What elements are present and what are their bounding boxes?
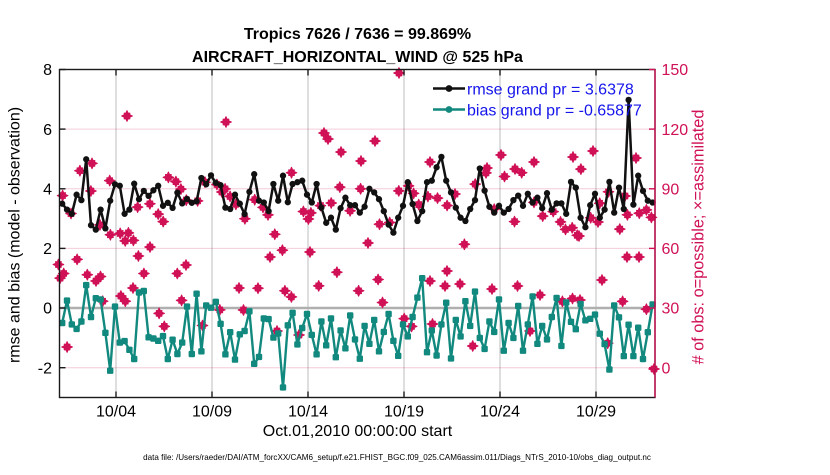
svg-text:0: 0 bbox=[43, 301, 52, 318]
svg-text:6: 6 bbox=[43, 122, 52, 139]
svg-text:0: 0 bbox=[662, 360, 671, 377]
svg-text:AIRCRAFT_HORIZONTAL_WIND @ 525: AIRCRAFT_HORIZONTAL_WIND @ 525 hPa bbox=[192, 49, 523, 66]
svg-text:10/04: 10/04 bbox=[96, 404, 136, 421]
svg-text:10/29: 10/29 bbox=[576, 404, 616, 421]
svg-text:rmse and bias (model - observa: rmse and bias (model - observation) bbox=[7, 107, 24, 363]
svg-text:10/19: 10/19 bbox=[384, 404, 424, 421]
svg-text:60: 60 bbox=[662, 241, 680, 258]
svg-text:Tropics 7626 / 7636 = 99.869%: Tropics 7626 / 7636 = 99.869% bbox=[244, 26, 471, 43]
svg-text:10/24: 10/24 bbox=[480, 404, 520, 421]
svg-text:30: 30 bbox=[662, 301, 680, 318]
svg-text:10/09: 10/09 bbox=[192, 404, 232, 421]
svg-text:150: 150 bbox=[662, 62, 689, 79]
svg-text:8: 8 bbox=[43, 62, 52, 79]
svg-text:4: 4 bbox=[43, 182, 52, 199]
svg-text:# of obs: o=possible; ×=assimi: # of obs: o=possible; ×=assimilated bbox=[690, 110, 708, 365]
svg-text:-2: -2 bbox=[38, 360, 52, 377]
svg-text:rmse grand pr = 3.6378: rmse grand pr = 3.6378 bbox=[467, 81, 634, 98]
svg-text:data file: /Users/raeder/DAI/A: data file: /Users/raeder/DAI/ATM_forcXX/… bbox=[143, 453, 651, 462]
svg-text:10/14: 10/14 bbox=[288, 404, 328, 421]
svg-text:bias grand pr = -0.65877: bias grand pr = -0.65877 bbox=[467, 102, 642, 119]
svg-text:Oct.01,2010 00:00:00 start: Oct.01,2010 00:00:00 start bbox=[263, 423, 453, 440]
svg-text:120: 120 bbox=[662, 122, 689, 139]
svg-text:90: 90 bbox=[662, 182, 680, 199]
svg-text:2: 2 bbox=[43, 241, 52, 258]
